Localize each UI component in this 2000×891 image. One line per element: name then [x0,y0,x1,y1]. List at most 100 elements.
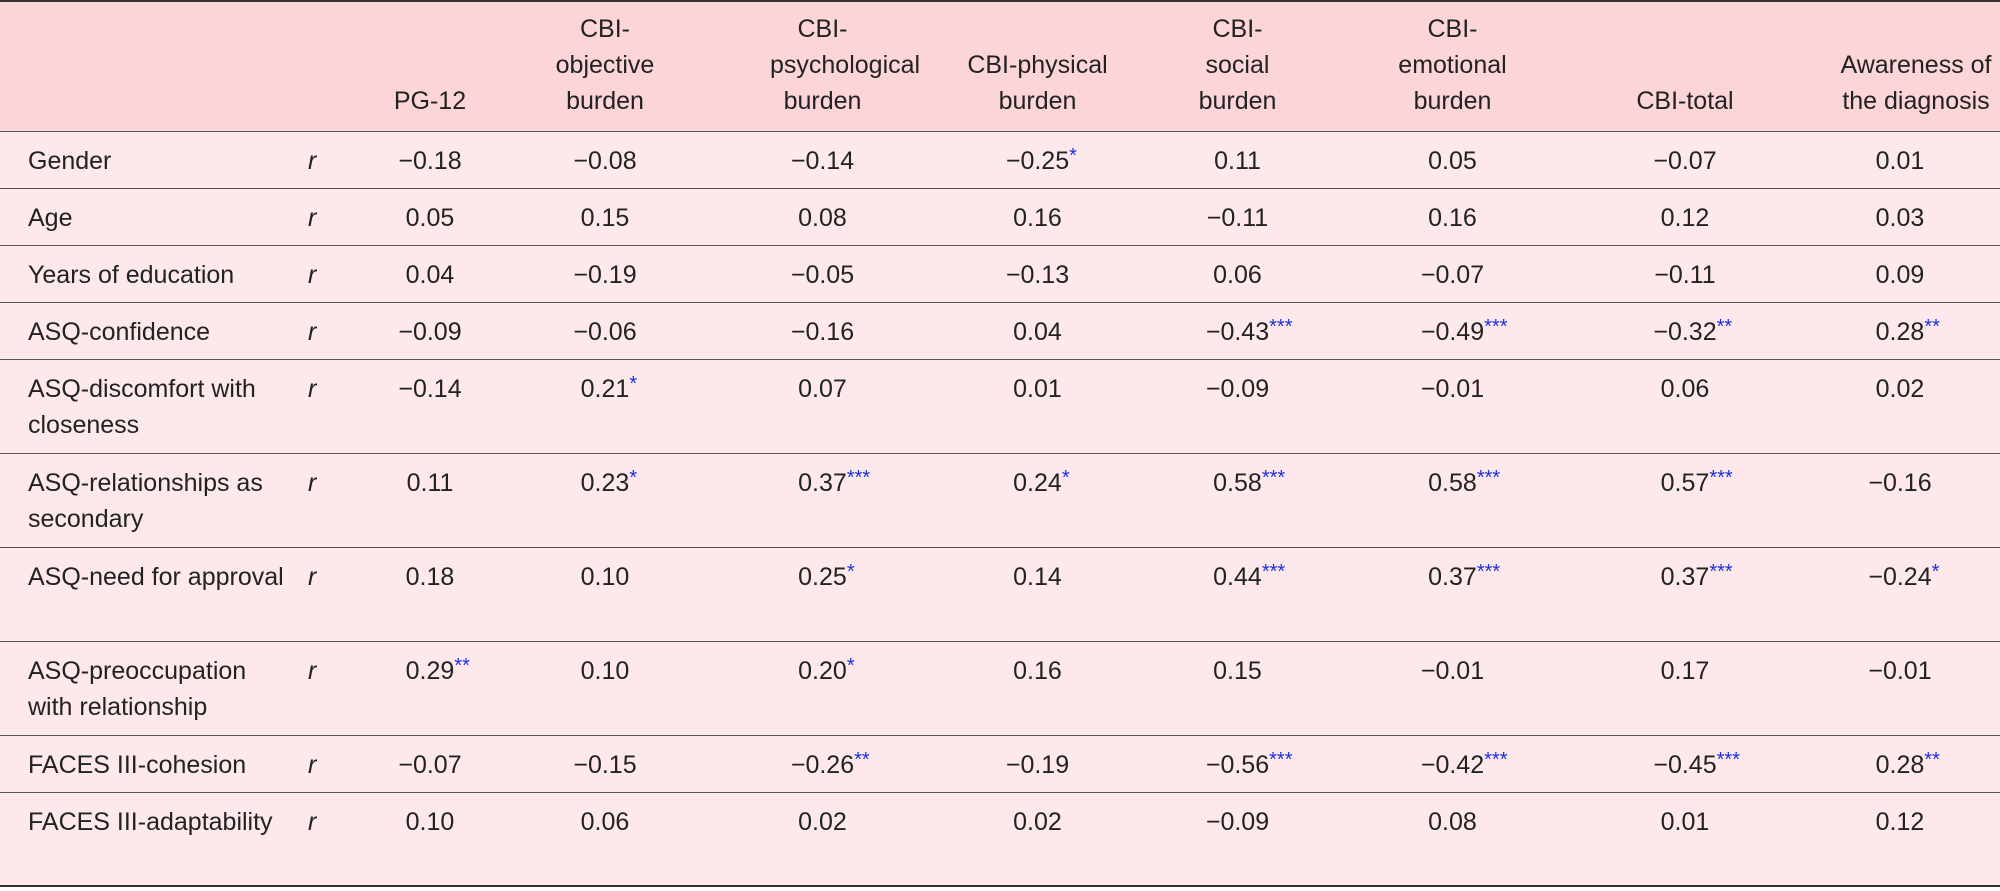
table-cell: 0.05 [360,188,500,245]
correlation-value: −0.15 [573,750,637,779]
correlation-value: −0.16 [1868,468,1932,497]
table-cell: 0.37 *** [1335,547,1570,641]
table-cell: 0.15 [1140,641,1335,735]
table-row: Years of education r 0.04 −0.19 −0.05 −0.13 0.… [0,245,2000,302]
table-cell: 0.29 ** [360,641,500,735]
table-cell: −0.11 [1570,245,1800,302]
correlation-value: 0.25 * [798,559,854,595]
table-cell: 0.03 [1800,188,2000,245]
table-cell: 0.06 [1570,359,1800,453]
correlation-value: 0.16 [1428,203,1477,232]
correlation-value: 0.28 ** [1876,314,1940,350]
table-cell: 0.58 *** [1335,453,1570,547]
correlation-value: −0.24 * [1868,559,1939,595]
table-cell: 0.10 [500,547,710,641]
correlation-value: −0.56 *** [1206,747,1293,783]
correlation-value: −0.18 [398,146,462,175]
correlation-value: 0.18 [405,562,455,591]
table-cell: 0.57 *** [1570,453,1800,547]
table-cell: −0.05 [710,245,935,302]
table-row: ASQ-discomfort with closeness r −0.14 0.21 *… [0,359,2000,453]
table-cell: 0.05 [1335,131,1570,188]
correlation-value: −0.09 [1205,807,1270,836]
correlation-value: −0.11 [1206,203,1269,232]
table-cell: −0.09 [1140,792,1335,886]
table-cell: 0.06 [500,792,710,886]
statistic-symbol: r [308,146,317,175]
correlation-value: −0.11 [1654,260,1716,289]
significance-marker: *** [1269,748,1293,771]
table-cell: −0.26 ** [710,735,935,792]
table-row: ASQ-preoccupation with relationship r 0.29… [0,641,2000,735]
correlation-value: 0.14 [1013,562,1062,591]
correlation-value: −0.01 [1868,656,1932,685]
correlation-value: −0.26 ** [791,747,870,783]
row-label: Age [28,203,73,232]
correlation-value: −0.45 *** [1653,747,1740,783]
table-cell: 0.15 [500,188,710,245]
table-cell: 0.18 [360,547,500,641]
row-label: Years of education [28,260,235,289]
table-cell: −0.14 [710,131,935,188]
significance-marker: ** [454,654,470,677]
statistic-symbol: r [308,317,317,346]
correlation-value: 0.03 [1875,203,1925,232]
table-cell: −0.56 *** [1140,735,1335,792]
correlation-value: −0.01 [1420,374,1485,403]
table-row: ASQ-confidence r −0.09 −0.06 −0.16 0.04 −0.43 *… [0,302,2000,359]
table-cell: 0.06 [1140,245,1335,302]
correlation-value: 0.57 *** [1661,465,1733,501]
table-row: ASQ-relationships as secondary r 0.11 0.23 *… [0,453,2000,547]
correlation-value: −0.49 *** [1421,314,1508,350]
table-cell: 0.10 [360,792,500,886]
correlation-value: 0.58 *** [1213,465,1285,501]
significance-marker: * [1069,144,1077,167]
significance-marker: * [629,372,638,395]
table-cell: −0.43 *** [1140,302,1335,359]
column-header: Awareness of the diagnosis [1840,50,1992,115]
table-cell: −0.49 *** [1335,302,1570,359]
correlation-value: 0.01 [1875,146,1925,175]
significance-marker: *** [1709,560,1733,583]
correlation-value: 0.12 [1875,807,1925,836]
correlation-value: −0.07 [398,750,462,779]
statistic-symbol: r [308,562,317,591]
column-header: CBI-objective burden [555,14,655,115]
table-row: FACES III-cohesion r −0.07 −0.15 −0.26 ** −0.1… [0,735,2000,792]
table-cell: 0.01 [1800,131,2000,188]
row-label: ASQ-discomfort with closeness [28,374,256,439]
table-row: ASQ-need for approval r 0.18 0.10 0.25 * 0.14 0… [0,547,2000,641]
column-header: CBI-emotional burden [1398,14,1507,115]
correlation-value: −0.06 [573,317,637,346]
correlation-value: −0.14 [398,374,462,403]
correlation-value: 0.10 [405,807,455,836]
table-cell: 0.58 *** [1140,453,1335,547]
correlation-value: 0.28 ** [1876,747,1940,783]
table-cell: −0.01 [1335,641,1570,735]
column-header: CBI-social burden [1198,14,1277,115]
significance-marker: *** [1716,748,1740,771]
table-cell: −0.01 [1800,641,2000,735]
column-header: CBI-total [1636,86,1734,115]
correlation-value: 0.08 [798,203,847,232]
correlation-value: −0.08 [573,146,637,175]
correlation-value: 0.06 [1213,260,1262,289]
correlation-value: 0.29 ** [406,653,470,689]
table-cell: 0.24 * [935,453,1140,547]
table-cell: 0.37 *** [710,453,935,547]
table-cell: −0.14 [360,359,500,453]
table-cell: −0.25 * [935,131,1140,188]
correlation-value: 0.10 [580,562,630,591]
significance-marker: ** [1924,315,1940,338]
table-cell: 0.11 [360,453,500,547]
correlation-value: −0.09 [1205,374,1270,403]
significance-marker: * [846,560,855,583]
correlation-value: 0.06 [580,807,630,836]
significance-marker: *** [1261,560,1286,583]
table-cell: 0.21 * [500,359,710,453]
table-cell: −0.16 [1800,453,2000,547]
significance-marker: * [1931,560,1940,583]
table-cell: 0.28 ** [1800,302,2000,359]
significance-marker: *** [1476,466,1501,489]
